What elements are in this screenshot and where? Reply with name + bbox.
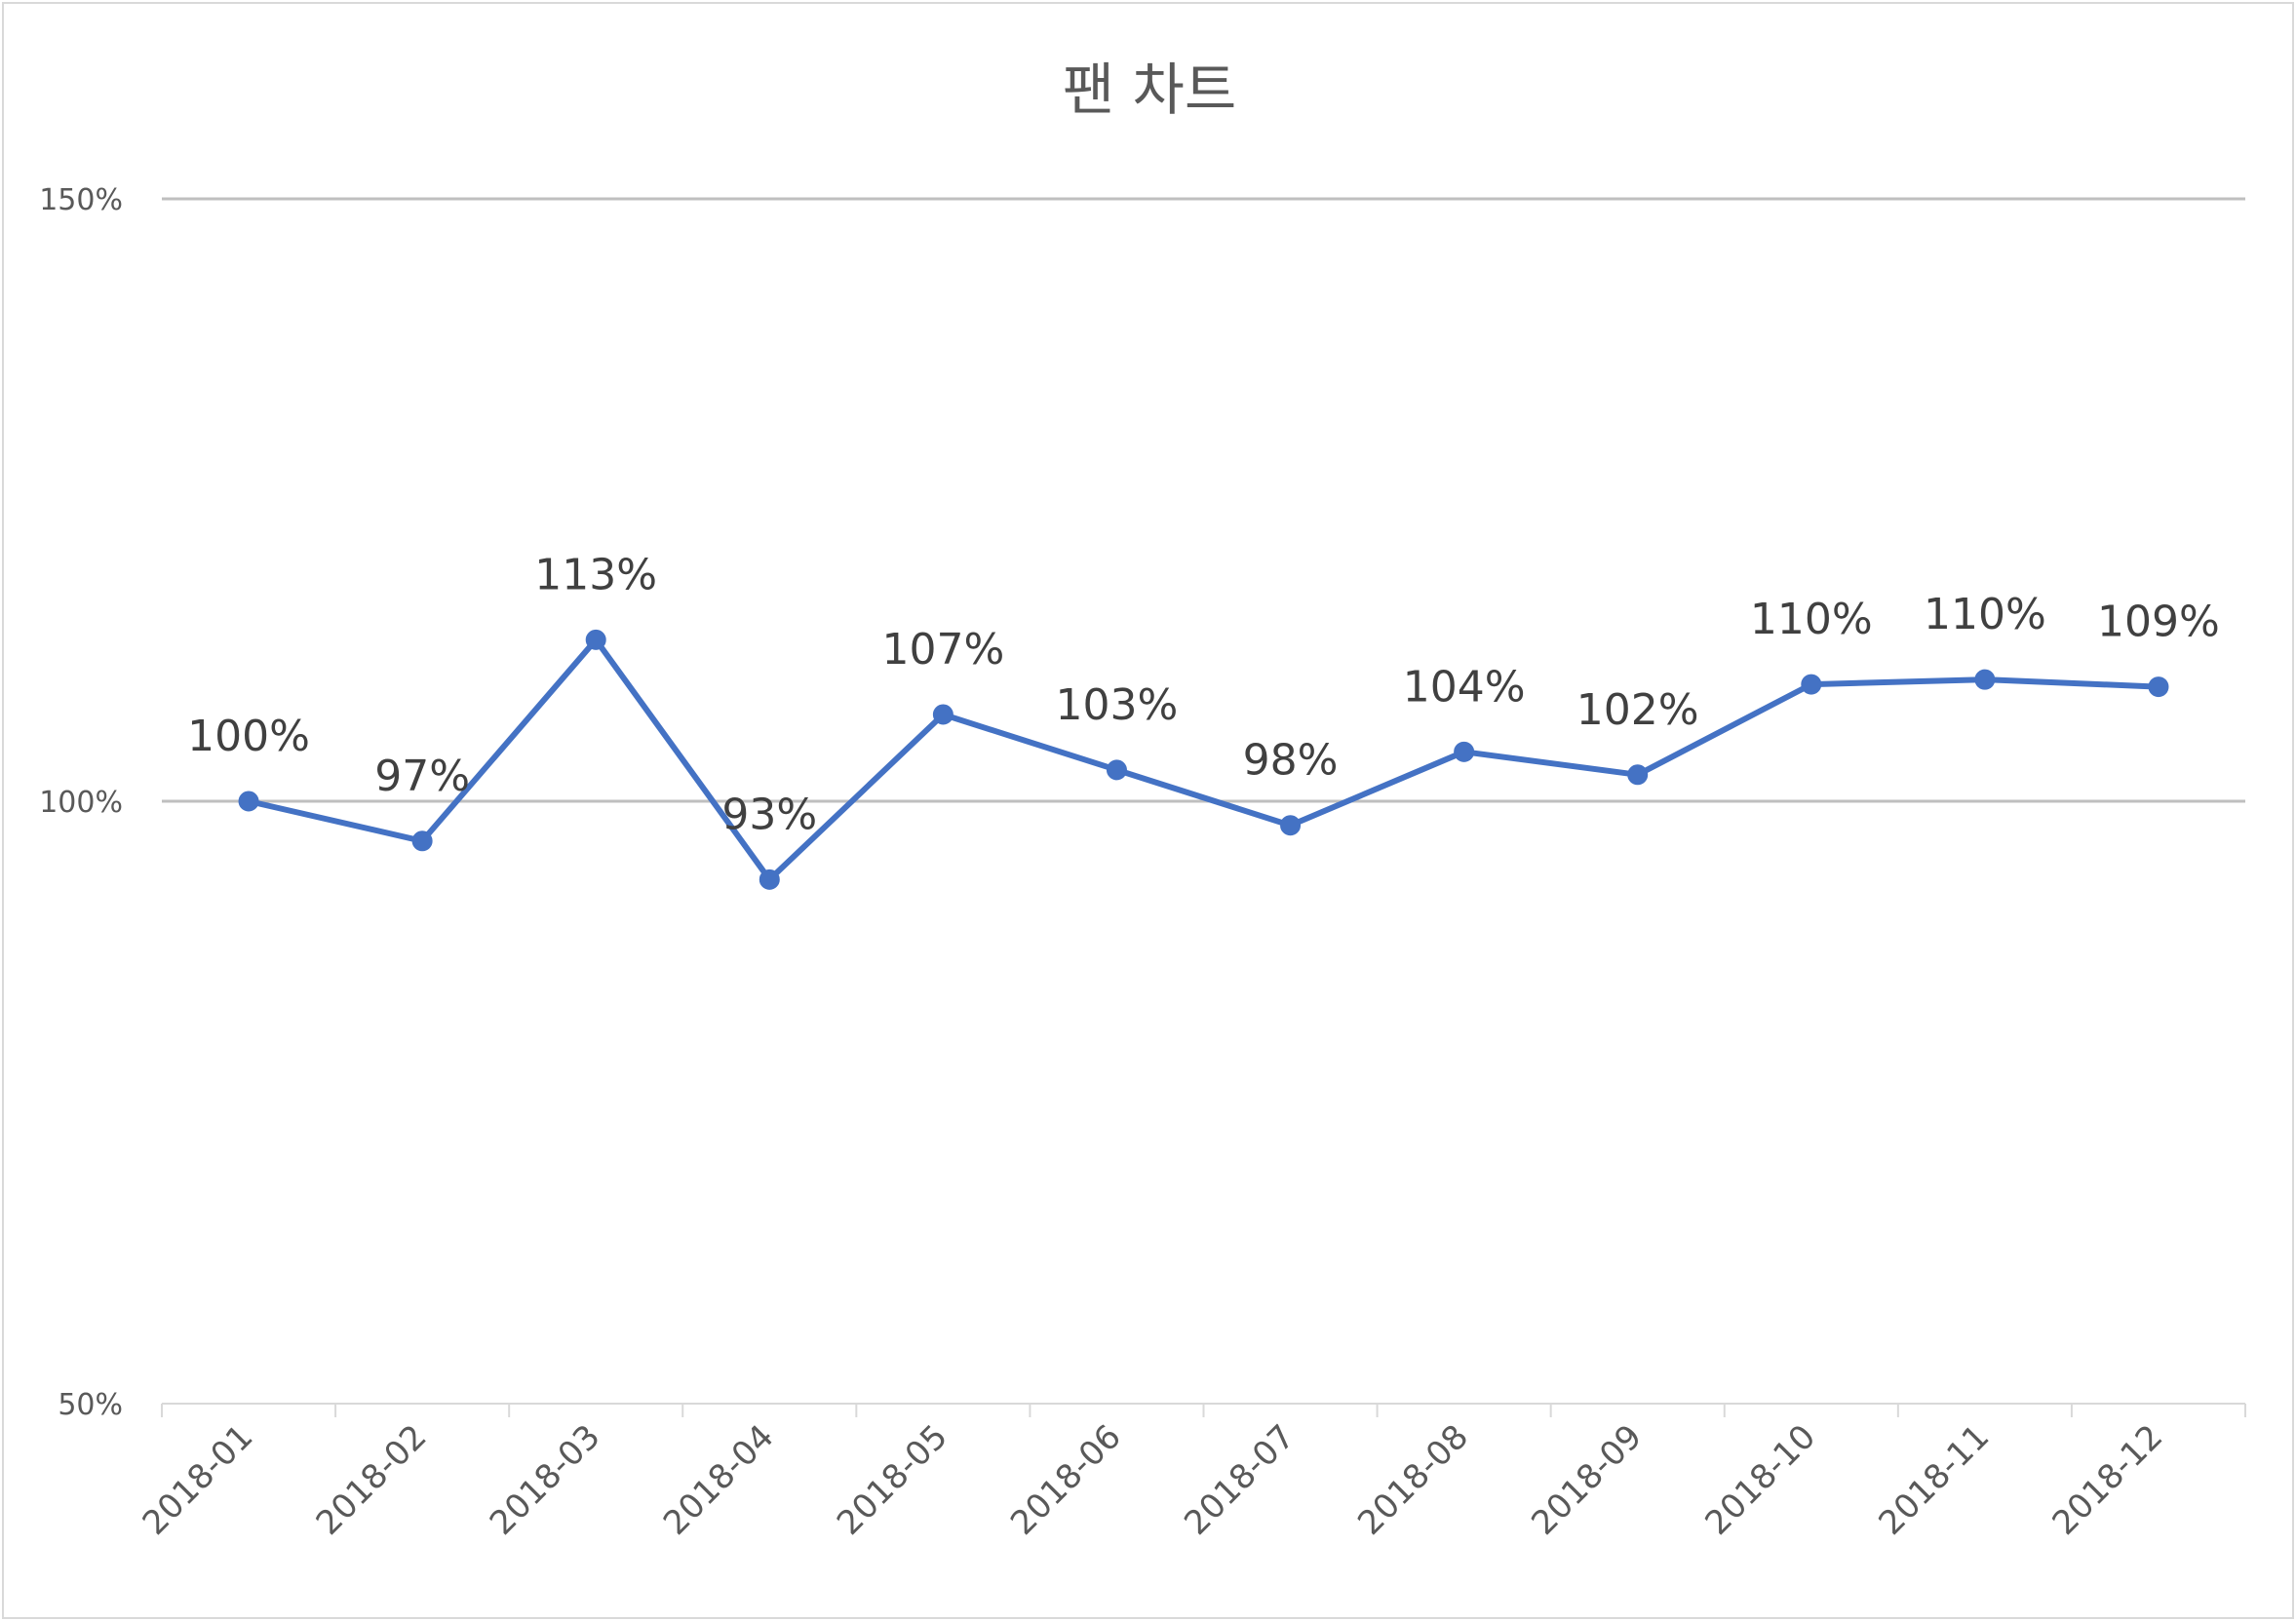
data-point-marker — [1627, 764, 1649, 786]
data-label: 103% — [1056, 680, 1179, 730]
x-tick-label: 2018-02 — [309, 1417, 435, 1543]
series-line — [246, 637, 2161, 883]
data-label: 107% — [881, 625, 1004, 675]
data-labels: 100% 97% 113% 93% 107% 103% 98% 104% 102% 110% 110… — [187, 550, 2220, 839]
x-tick-label: 2018-10 — [1697, 1417, 1823, 1543]
line-chart: 팬 차트 50%100%150% 2018-01 2018-02 2018-03 20… — [39, 57, 2246, 1543]
x-tick-label: 2018-03 — [483, 1417, 608, 1543]
data-point-marker — [585, 629, 606, 650]
y-tick-label: 100% — [39, 786, 123, 820]
x-tick-label: 2018-05 — [830, 1417, 955, 1543]
data-point-marker — [1801, 674, 1822, 695]
data-label: 97% — [374, 752, 470, 801]
data-label: 109% — [2097, 598, 2220, 647]
x-tick-label: 2018-04 — [656, 1417, 782, 1543]
data-label: 100% — [187, 712, 310, 761]
y-tick-label: 150% — [39, 183, 123, 217]
data-point-marker — [411, 830, 433, 852]
x-tick-label: 2018-01 — [136, 1417, 261, 1543]
data-label: 98% — [1243, 736, 1339, 786]
data-label: 113% — [534, 550, 657, 599]
data-point-marker — [2148, 676, 2169, 698]
y-axis: 50% 100% 150% — [39, 183, 123, 1422]
data-label: 93% — [721, 790, 817, 839]
data-label: 110% — [1924, 590, 2046, 639]
data-point-marker — [1280, 815, 1302, 836]
x-tick-label: 2018-09 — [1524, 1417, 1650, 1543]
gridlines — [162, 197, 2245, 803]
x-tick-label: 2018-08 — [1350, 1417, 1476, 1543]
data-point-marker — [1454, 741, 1475, 762]
series — [238, 629, 2169, 890]
x-tick-label: 2018-07 — [1177, 1417, 1303, 1543]
data-label: 110% — [1750, 595, 1873, 644]
x-axis: 2018-01 2018-02 2018-03 2018-04 2018-05 2018-… — [136, 1403, 2246, 1543]
data-point-marker — [932, 704, 953, 725]
y-tick-label: 50% — [58, 1388, 123, 1422]
data-point-marker — [1106, 759, 1127, 781]
x-tick-label: 2018-12 — [2045, 1417, 2171, 1543]
data-point-marker — [759, 868, 780, 890]
data-point-marker — [238, 791, 259, 812]
data-label: 104% — [1403, 662, 1526, 712]
x-tick-label: 2018-06 — [1003, 1417, 1129, 1543]
x-tick-label: 2018-11 — [1872, 1417, 1998, 1543]
data-point-marker — [1974, 669, 1996, 690]
data-label: 102% — [1576, 685, 1699, 735]
chart-title: 팬 차트 — [1063, 57, 1237, 123]
